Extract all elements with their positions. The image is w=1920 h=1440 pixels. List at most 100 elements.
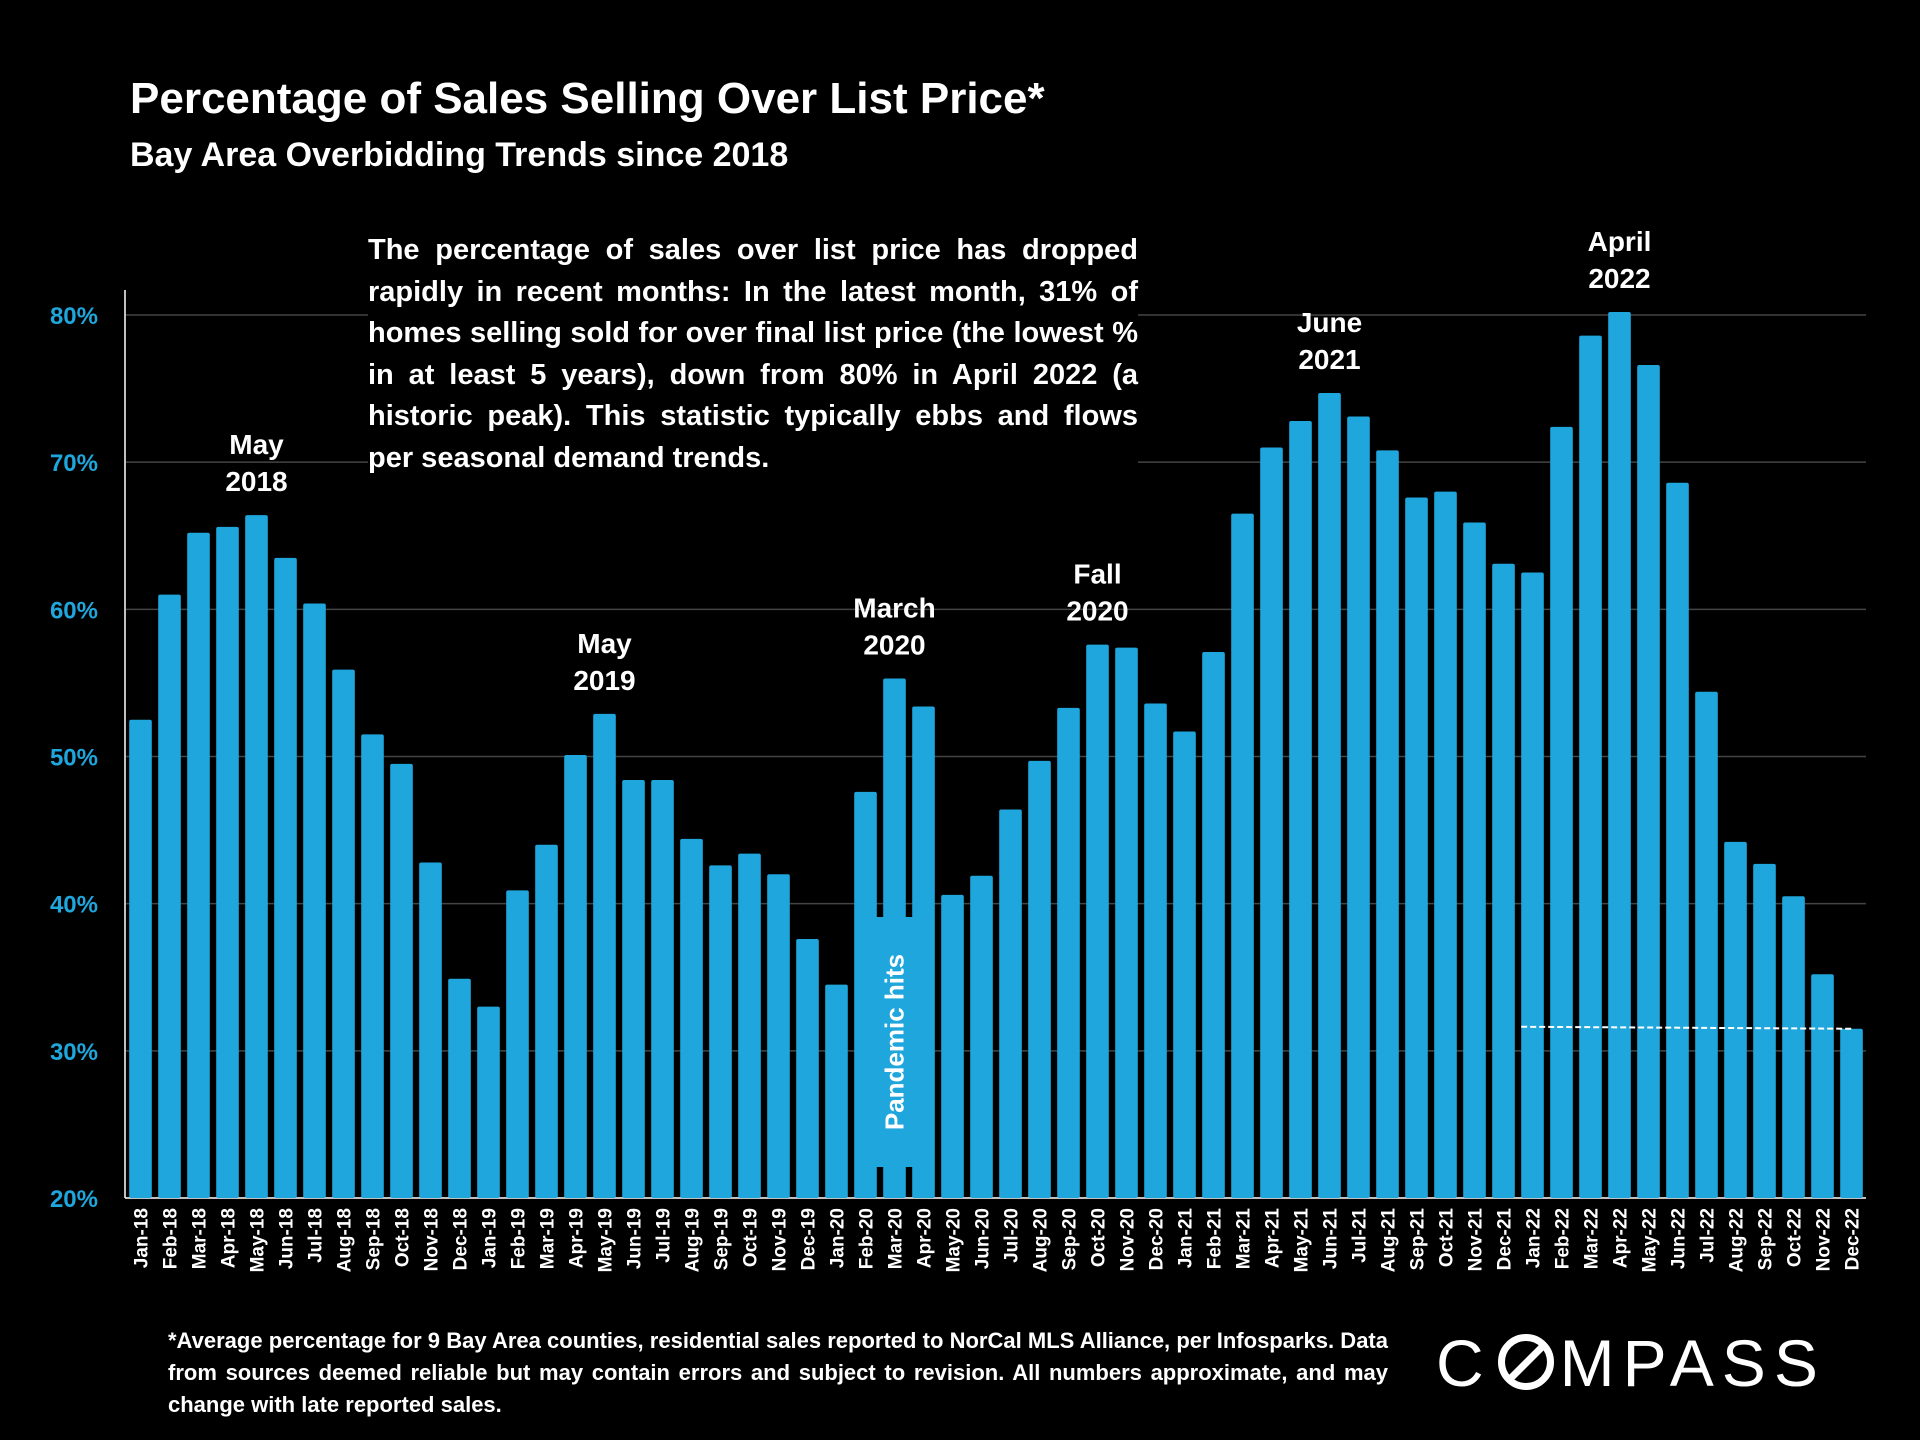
annotation-label: 2020 xyxy=(863,630,925,661)
x-tick-label: Jun-22 xyxy=(1669,1208,1690,1269)
annotation-label: May xyxy=(229,429,284,460)
x-tick-label: Oct-20 xyxy=(1089,1208,1110,1267)
x-tick-label: Jun-21 xyxy=(1321,1208,1342,1270)
x-tick-label: Mar-19 xyxy=(538,1208,559,1269)
x-tick-label: Apr-22 xyxy=(1611,1208,1632,1268)
annotation-label: March xyxy=(853,593,935,624)
bar xyxy=(1144,703,1167,1198)
x-tick-label: Oct-22 xyxy=(1785,1208,1806,1267)
reference-dashed-line xyxy=(1521,1025,1852,1030)
bar xyxy=(1115,647,1138,1198)
pandemic-label-box xyxy=(876,917,913,1167)
bar xyxy=(738,853,761,1198)
bar xyxy=(1695,691,1718,1198)
x-tick-label: May-22 xyxy=(1640,1208,1661,1272)
x-tick-label: Mar-20 xyxy=(886,1208,907,1269)
bar xyxy=(1840,1028,1863,1198)
x-tick-label: Oct-21 xyxy=(1437,1208,1458,1268)
x-tick-label: Dec-21 xyxy=(1495,1208,1516,1271)
x-tick-label: Sep-18 xyxy=(364,1208,385,1270)
x-tick-label: Dec-19 xyxy=(799,1208,820,1270)
bar xyxy=(767,874,790,1198)
x-tick-label: Jul-18 xyxy=(306,1208,327,1263)
bar xyxy=(651,780,674,1198)
bar xyxy=(361,734,384,1198)
annotation-label: 2019 xyxy=(573,665,635,696)
annotation-label: Fall xyxy=(1073,559,1121,590)
bar xyxy=(912,706,935,1198)
bar xyxy=(1289,420,1312,1199)
bar xyxy=(303,603,326,1198)
bar xyxy=(796,938,819,1198)
bar xyxy=(1579,335,1602,1198)
bar xyxy=(1724,841,1747,1198)
bar xyxy=(1057,707,1080,1198)
x-tick-label: Aug-22 xyxy=(1727,1208,1748,1272)
bar xyxy=(825,984,848,1198)
x-tick-label: Apr-20 xyxy=(915,1208,936,1268)
x-tick-label: Jul-19 xyxy=(654,1208,675,1263)
x-tick-label: Apr-21 xyxy=(1263,1208,1284,1269)
y-tick-label: 20% xyxy=(50,1186,98,1213)
x-tick-label: Jul-22 xyxy=(1698,1208,1719,1263)
bar xyxy=(709,865,732,1198)
bar xyxy=(1463,522,1486,1198)
y-tick-label: 50% xyxy=(50,745,98,772)
x-tick-label: May-20 xyxy=(944,1208,965,1272)
bar xyxy=(477,1006,500,1198)
bar xyxy=(1666,482,1689,1198)
x-tick-label: Aug-21 xyxy=(1379,1208,1400,1273)
x-tick-label: Nov-22 xyxy=(1814,1208,1835,1271)
x-tick-label: Feb-18 xyxy=(161,1208,182,1269)
x-tick-label: Jun-20 xyxy=(973,1208,994,1269)
x-tick-label: Oct-18 xyxy=(393,1208,414,1267)
x-tick-label: Nov-21 xyxy=(1466,1208,1487,1272)
x-tick-label: Feb-20 xyxy=(857,1208,878,1269)
x-tick-label: Sep-20 xyxy=(1060,1208,1081,1270)
x-tick-label: Nov-18 xyxy=(422,1208,443,1271)
bar xyxy=(622,780,645,1198)
chart-subtitle: Bay Area Overbidding Trends since 2018 xyxy=(130,136,789,174)
bar xyxy=(1173,731,1196,1198)
bar xyxy=(1811,974,1834,1198)
bar xyxy=(854,791,877,1198)
x-tick-label: Jun-18 xyxy=(277,1208,298,1269)
x-tick-label: Feb-21 xyxy=(1205,1208,1226,1270)
x-tick-label: Aug-20 xyxy=(1031,1208,1052,1272)
x-tick-label: May-18 xyxy=(248,1208,269,1272)
annotation-label: 2018 xyxy=(225,466,287,497)
x-tick-label: Jun-19 xyxy=(625,1208,646,1269)
callout-text: The percentage of sales over list price … xyxy=(368,230,1138,479)
bar xyxy=(448,978,471,1198)
x-tick-label: Sep-21 xyxy=(1408,1208,1429,1271)
bar xyxy=(535,844,558,1198)
bar xyxy=(564,755,587,1198)
bar xyxy=(1405,497,1428,1198)
x-tick-label: Feb-19 xyxy=(509,1208,530,1269)
bar xyxy=(1347,416,1370,1198)
bar xyxy=(1376,450,1399,1199)
x-tick-label: Oct-19 xyxy=(741,1208,762,1267)
x-tick-label: Nov-19 xyxy=(770,1208,791,1271)
bar xyxy=(1086,644,1109,1198)
x-tick-label: Jan-18 xyxy=(132,1208,153,1268)
x-tick-label: Apr-18 xyxy=(219,1208,240,1268)
x-tick-label: May-19 xyxy=(596,1208,617,1272)
compass-o-icon xyxy=(1497,1334,1554,1390)
annotation-label: April xyxy=(1588,226,1652,257)
bar xyxy=(1318,392,1341,1199)
bar xyxy=(1637,365,1660,1199)
pandemic-label: Pandemic hits xyxy=(880,954,910,1130)
bar xyxy=(1202,652,1225,1198)
annotation-label: 2022 xyxy=(1588,263,1650,294)
x-tick-label: Dec-18 xyxy=(451,1208,472,1270)
bar xyxy=(999,809,1022,1198)
x-tick-label: Sep-19 xyxy=(712,1208,733,1270)
x-tick-label: Aug-19 xyxy=(683,1208,704,1272)
y-tick-label: 40% xyxy=(50,892,98,919)
bar xyxy=(1782,896,1805,1198)
bar xyxy=(274,557,297,1198)
bar xyxy=(1434,491,1457,1199)
y-tick-label: 60% xyxy=(50,597,98,624)
